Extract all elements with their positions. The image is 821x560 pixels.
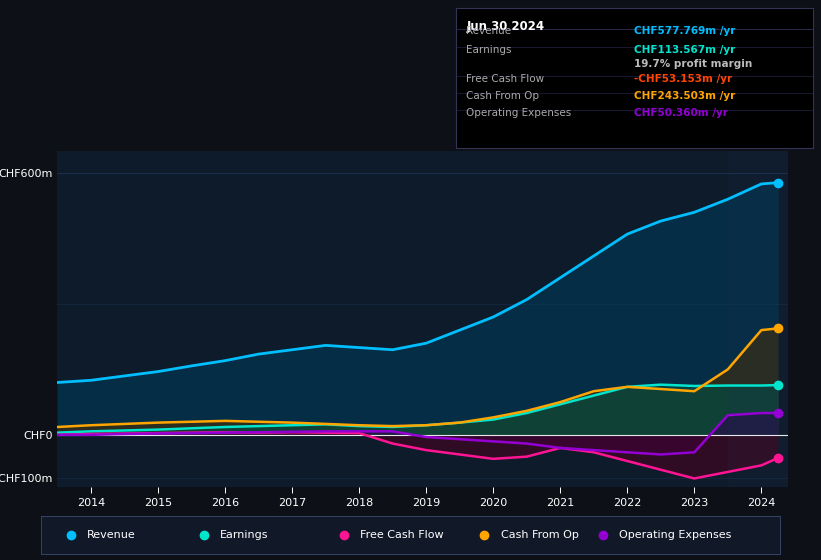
Text: 19.7% profit margin: 19.7% profit margin xyxy=(635,59,753,69)
Text: CHF577.769m /yr: CHF577.769m /yr xyxy=(635,26,736,36)
Text: Free Cash Flow: Free Cash Flow xyxy=(360,530,444,540)
Text: CHF113.567m /yr: CHF113.567m /yr xyxy=(635,45,736,55)
Text: Free Cash Flow: Free Cash Flow xyxy=(466,74,544,84)
Text: Operating Expenses: Operating Expenses xyxy=(619,530,732,540)
Text: Earnings: Earnings xyxy=(466,45,511,55)
Text: Jun 30 2024: Jun 30 2024 xyxy=(466,20,544,32)
Bar xyxy=(728,151,788,487)
Text: -CHF53.153m /yr: -CHF53.153m /yr xyxy=(635,74,732,84)
Text: Cash From Op: Cash From Op xyxy=(501,530,579,540)
Text: Revenue: Revenue xyxy=(466,26,511,36)
Text: CHF243.503m /yr: CHF243.503m /yr xyxy=(635,91,736,101)
Text: Operating Expenses: Operating Expenses xyxy=(466,108,571,118)
Text: Revenue: Revenue xyxy=(87,530,135,540)
Text: Earnings: Earnings xyxy=(220,530,268,540)
Text: CHF50.360m /yr: CHF50.360m /yr xyxy=(635,108,728,118)
Text: Cash From Op: Cash From Op xyxy=(466,91,539,101)
